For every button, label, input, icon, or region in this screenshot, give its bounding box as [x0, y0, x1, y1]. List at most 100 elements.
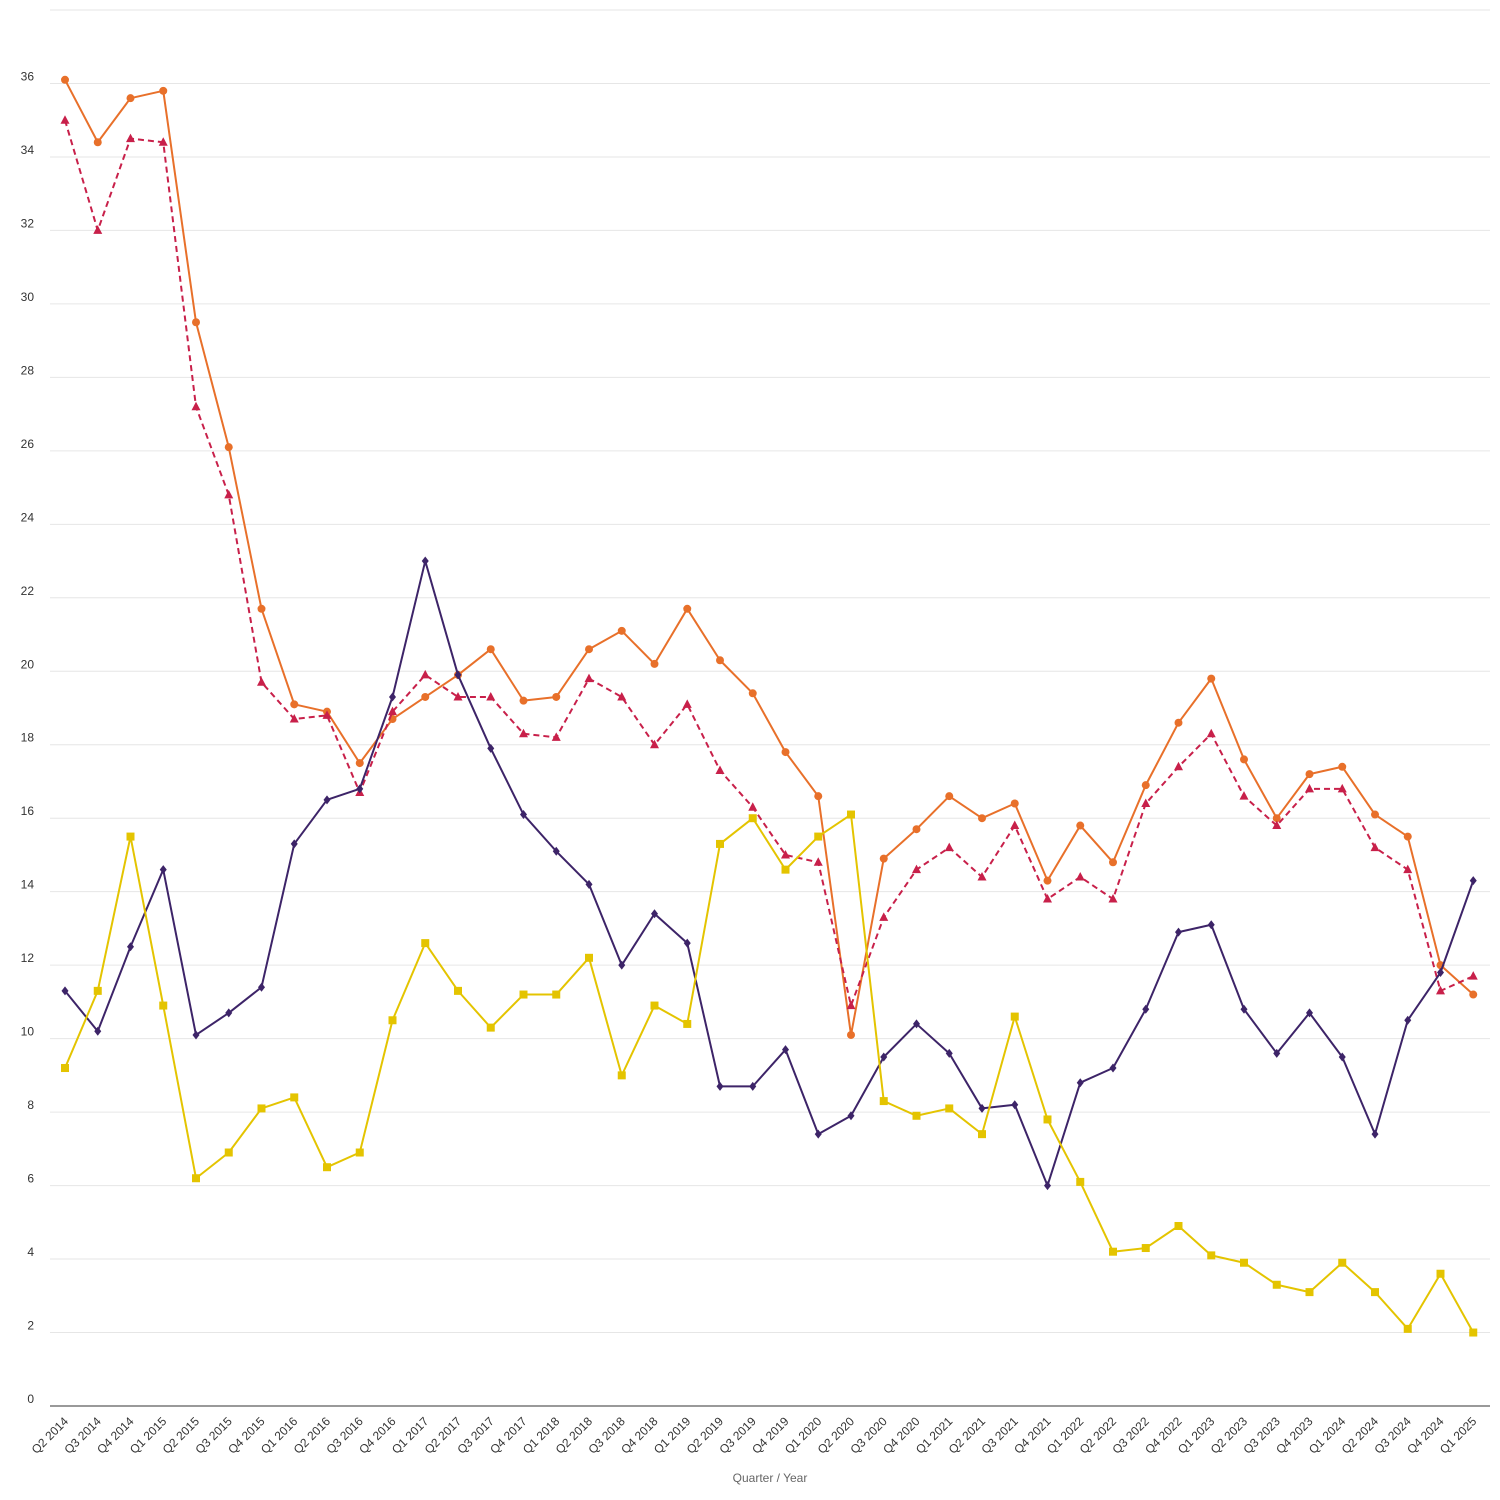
y-tick-label: 26: [21, 437, 35, 451]
data-point: [257, 1104, 266, 1113]
y-tick-label: 22: [21, 584, 35, 598]
data-point: [913, 1019, 920, 1029]
data-point: [1010, 799, 1019, 808]
data-point: [814, 792, 823, 801]
series-3: [61, 556, 1477, 1191]
data-point: [1141, 781, 1150, 790]
data-point: [1174, 718, 1183, 727]
series-layer: [60, 75, 1478, 1337]
y-tick-label: 24: [21, 510, 35, 524]
data-point: [1272, 1280, 1281, 1289]
data-point: [748, 802, 758, 811]
data-point: [1010, 1012, 1019, 1021]
data-point: [1109, 858, 1117, 867]
data-point: [1403, 1324, 1412, 1333]
data-point: [1207, 674, 1216, 683]
data-point: [585, 645, 593, 654]
data-point: [912, 1111, 921, 1120]
data-point: [1044, 1181, 1051, 1191]
data-point: [257, 677, 266, 686]
data-point: [1337, 783, 1347, 793]
data-point: [1240, 755, 1248, 764]
data-point: [1076, 821, 1085, 830]
data-point: [454, 986, 462, 995]
data-point: [683, 938, 691, 948]
data-point: [192, 1174, 200, 1183]
data-point: [486, 645, 495, 654]
data-point: [1076, 1078, 1084, 1088]
data-point: [1141, 798, 1151, 808]
data-point: [1174, 761, 1183, 771]
data-point: [258, 982, 265, 992]
data-point: [1338, 1052, 1346, 1062]
data-point: [585, 879, 593, 889]
data-point: [1338, 762, 1347, 771]
data-point: [978, 814, 986, 823]
data-point: [1141, 1244, 1150, 1253]
y-tick-label: 28: [21, 363, 35, 377]
data-point: [389, 692, 396, 702]
y-tick-label: 12: [21, 951, 35, 965]
y-tick-label: 14: [21, 878, 35, 892]
data-point: [159, 1001, 168, 1010]
data-point: [1142, 1004, 1150, 1014]
data-point: [552, 990, 561, 999]
data-point: [1469, 876, 1477, 886]
data-point: [1109, 1063, 1117, 1073]
data-point: [323, 1163, 331, 1172]
data-point: [585, 953, 593, 962]
data-point: [126, 133, 135, 143]
data-point: [683, 1019, 692, 1028]
data-point: [1043, 876, 1052, 885]
data-point: [355, 1148, 364, 1157]
data-point: [454, 670, 462, 680]
series-4: [61, 810, 1478, 1337]
data-point: [682, 699, 692, 708]
data-point: [584, 673, 594, 683]
data-point: [651, 909, 658, 919]
data-point: [1272, 820, 1282, 830]
data-point: [93, 225, 103, 234]
data-point: [1305, 1288, 1314, 1297]
data-point: [61, 986, 69, 996]
data-point: [1403, 832, 1412, 841]
data-point: [1206, 728, 1216, 738]
data-point: [945, 792, 954, 801]
data-point: [847, 810, 855, 819]
data-point: [1371, 1129, 1379, 1139]
data-point: [224, 489, 234, 499]
data-point: [1273, 1048, 1281, 1058]
data-point: [978, 1130, 986, 1139]
data-point: [715, 765, 725, 774]
data-point: [813, 857, 823, 866]
y-tick-label: 36: [21, 69, 35, 83]
y-tick-label: 4: [27, 1245, 34, 1259]
data-point: [1043, 894, 1052, 903]
data-point: [1371, 810, 1379, 819]
data-point: [716, 656, 724, 665]
data-point: [421, 556, 429, 566]
data-point: [781, 865, 790, 874]
data-point: [1436, 1269, 1445, 1278]
data-point: [1468, 971, 1478, 980]
data-point: [356, 784, 364, 794]
data-point: [1174, 1221, 1183, 1230]
data-point: [846, 1000, 856, 1010]
data-point: [323, 795, 331, 805]
data-point: [1075, 871, 1085, 881]
data-point: [192, 318, 200, 327]
data-point: [650, 739, 659, 749]
series-line: [64, 119, 1474, 1007]
data-point: [1404, 1015, 1412, 1025]
y-tick-label: 8: [27, 1098, 34, 1112]
gridlines: [50, 9, 1490, 1334]
data-point: [748, 689, 757, 698]
data-point: [61, 1064, 69, 1073]
data-point: [486, 1023, 495, 1032]
data-point: [847, 1111, 855, 1121]
data-point: [880, 1052, 888, 1062]
series-line: [64, 813, 1475, 1334]
